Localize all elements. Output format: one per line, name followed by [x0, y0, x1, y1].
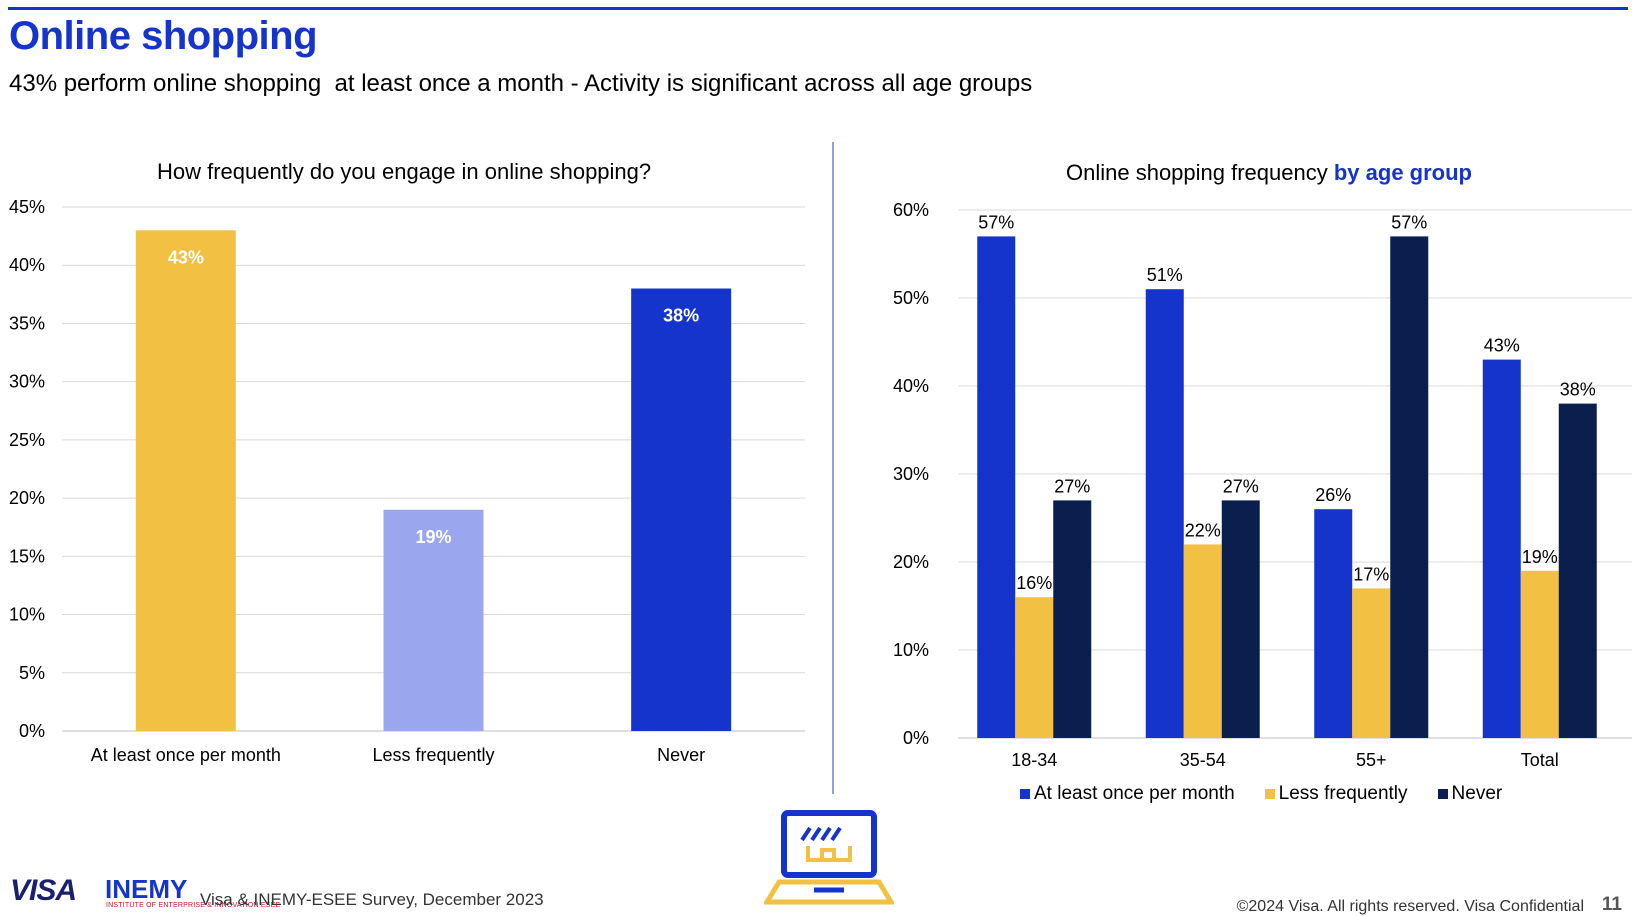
data-label: 57%: [1391, 212, 1427, 232]
y-tick-label: 20%: [893, 552, 929, 572]
bar: [1352, 588, 1391, 738]
y-tick-label: 30%: [893, 464, 929, 484]
x-tick-label: At least once per month: [91, 745, 281, 765]
y-tick-label: 60%: [893, 200, 929, 220]
chart1-title: How frequently do you engage in online s…: [157, 159, 652, 184]
y-tick-label: 20%: [9, 488, 45, 508]
data-label: 16%: [1016, 573, 1052, 593]
page-number: 11: [1601, 894, 1622, 915]
legend-swatch: [1020, 789, 1030, 799]
y-tick-label: 45%: [9, 197, 45, 217]
bar: [135, 230, 236, 732]
bar: [1221, 500, 1260, 738]
legend-item-less: Less frequently: [1264, 783, 1408, 805]
legend-item-never: Never: [1437, 783, 1503, 805]
data-label: 38%: [1560, 380, 1596, 400]
inemy-logo-sub: INSTITUTE OF ENTERPRISE & INNOVATION ESE…: [106, 902, 281, 909]
chart2-svg: 0% 10% 20% 30% 40% 50% 60% 57% 16% 27% 18-34 51% 22%…: [893, 200, 1632, 770]
x-tick-label: Less frequently: [372, 745, 494, 765]
top-rule: [8, 7, 1628, 10]
chart-divider: [832, 142, 834, 794]
page-title: Online shopping: [9, 14, 318, 58]
chart2-title-accent: by age group: [1333, 160, 1472, 185]
data-label: 17%: [1353, 564, 1389, 584]
y-tick-label: 40%: [893, 376, 929, 396]
bar: [1015, 597, 1054, 738]
bar: [1520, 570, 1559, 738]
bar: [383, 509, 484, 731]
visa-logo: VISA: [10, 874, 77, 907]
data-label: 51%: [1147, 265, 1183, 285]
data-label: 19%: [1522, 547, 1558, 567]
legend-label: Never: [1451, 783, 1503, 804]
bar: [1314, 509, 1353, 738]
bar: [1053, 500, 1092, 738]
legend-swatch: [1264, 789, 1275, 799]
y-tick-label: 50%: [893, 288, 929, 308]
copyright: ©2024 Visa. All rights reserved. Visa Co…: [1236, 898, 1584, 915]
data-label: 26%: [1315, 485, 1351, 505]
legend-item-monthly: At least once per month: [1020, 783, 1235, 805]
x-tick-label: 55+: [1356, 750, 1387, 770]
source-note: Visa & INEMY-ESEE Survey, December 2023: [200, 890, 544, 909]
bar: [1390, 236, 1429, 738]
data-label: 19%: [415, 527, 451, 547]
y-tick-label: 40%: [9, 255, 45, 275]
laptop-shop-icon: [764, 810, 894, 905]
x-tick-label: 18-34: [1011, 750, 1057, 770]
chart2-legend: At least once per month Less frequently …: [1020, 783, 1502, 805]
data-label: 38%: [663, 306, 699, 326]
data-label: 22%: [1185, 520, 1221, 540]
y-tick-label: 10%: [9, 605, 45, 625]
bar: [631, 288, 732, 731]
x-tick-label: Never: [657, 745, 705, 765]
chart2-title: Online shopping frequency by age group: [1066, 160, 1472, 186]
page-subtitle: 43% perform online shopping at least onc…: [9, 70, 1033, 97]
bar: [1183, 544, 1222, 738]
chart1-svg: 0% 5% 10% 15% 20% 25% 30% 35% 40% 45% 43% At least …: [9, 197, 805, 765]
y-tick-label: 25%: [9, 430, 45, 450]
chart2-title-main: Online shopping frequency: [1066, 160, 1328, 185]
bar: [977, 236, 1016, 738]
y-tick-label: 30%: [9, 372, 45, 392]
data-label: 27%: [1054, 476, 1090, 496]
y-tick-label: 0%: [903, 728, 929, 748]
y-tick-label: 10%: [893, 640, 929, 660]
legend-swatch: [1437, 789, 1448, 799]
y-tick-label: 5%: [19, 663, 45, 683]
y-tick-label: 35%: [9, 313, 45, 333]
bar: [1558, 403, 1597, 738]
data-label: 27%: [1223, 476, 1259, 496]
legend-label: Less frequently: [1278, 783, 1408, 804]
y-tick-label: 15%: [9, 546, 45, 566]
bar: [1482, 359, 1521, 738]
bar: [1145, 289, 1184, 738]
x-tick-label: 35-54: [1180, 750, 1226, 770]
data-label: 43%: [1484, 336, 1520, 356]
x-tick-label: Total: [1521, 750, 1559, 770]
data-label: 43%: [168, 247, 204, 267]
y-tick-label: 0%: [19, 721, 45, 741]
data-label: 57%: [978, 212, 1014, 232]
inemy-logo: INEMY: [105, 874, 188, 904]
legend-label: At least once per month: [1034, 783, 1235, 804]
